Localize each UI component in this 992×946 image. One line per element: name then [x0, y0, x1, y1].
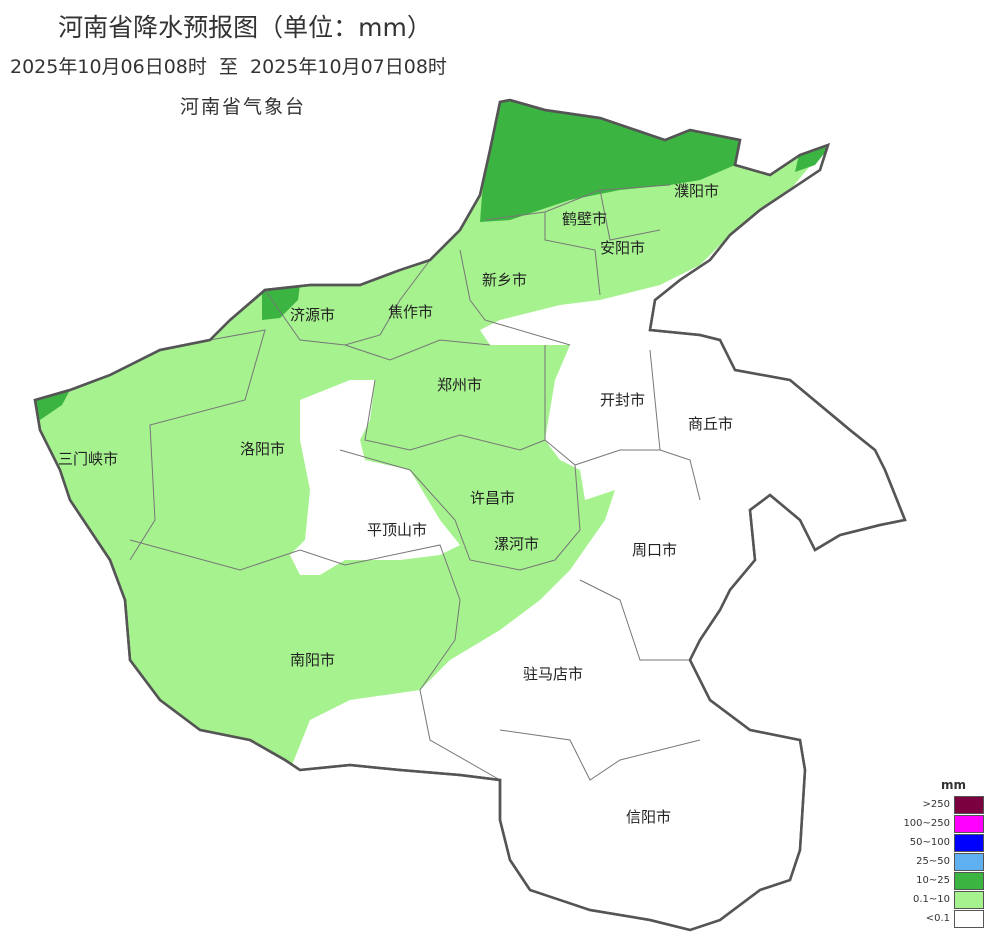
organization: 河南省气象台: [180, 96, 307, 118]
legend-item: 50~100: [884, 833, 984, 852]
city-label: 漯河市: [494, 535, 539, 553]
city-boundaries: [129, 184, 701, 781]
legend-item: >250: [884, 795, 984, 814]
city-label: 濮阳市: [674, 182, 719, 200]
city-label: 三门峡市: [58, 450, 118, 468]
legend-swatch: [954, 833, 984, 852]
legend-swatch: [954, 814, 984, 833]
map-title: 河南省降水预报图（单位：mm）: [58, 13, 432, 42]
legend-swatch: [954, 871, 984, 890]
legend-item: 25~50: [884, 852, 984, 871]
city-label: 鹤壁市: [562, 210, 607, 228]
legend: mm >250 100~250 50~100 25~50 10~25 0.1~10 <0.1: [884, 778, 984, 928]
legend-item: 100~250: [884, 814, 984, 833]
city-label: 郑州市: [437, 376, 482, 394]
legend-item: 10~25: [884, 871, 984, 890]
city-labels: 济源市 焦作市 新乡市 鹤壁市 安阳市 濮阳市 三门峡市 洛阳市 郑州市 开封市…: [58, 182, 733, 826]
city-label: 济源市: [290, 306, 335, 324]
province-outline: [33, 98, 907, 932]
legend-swatch: [954, 909, 984, 928]
area-10-25-east: [795, 140, 835, 172]
legend-swatch: [954, 890, 984, 909]
legend-label: >250: [922, 799, 950, 810]
legend-label: 10~25: [916, 875, 950, 886]
legend-label: 0.1~10: [912, 894, 950, 905]
legend-label: <0.1: [925, 913, 950, 924]
city-label: 安阳市: [600, 239, 645, 257]
area-10-25-jiyuan: [262, 285, 300, 320]
city-label: 洛阳市: [240, 440, 285, 458]
legend-item: 0.1~10: [884, 890, 984, 909]
legend-item: <0.1: [884, 909, 984, 928]
legend-label: 25~50: [916, 856, 950, 867]
city-label: 平顶山市: [367, 521, 427, 539]
legend-label: 100~250: [903, 818, 950, 829]
city-label: 许昌市: [470, 489, 515, 507]
city-label: 开封市: [600, 391, 645, 409]
area-10-25-north: [480, 100, 745, 222]
legend-swatch: [954, 795, 984, 814]
city-label: 周口市: [632, 541, 677, 559]
city-label: 南阳市: [290, 651, 335, 669]
city-label: 驻马店市: [523, 665, 583, 683]
legend-label: 50~100: [909, 837, 950, 848]
city-label: 信阳市: [626, 808, 671, 826]
city-label: 新乡市: [482, 271, 527, 289]
time-range: 2025年10月06日08时 至 2025年10月07日08时: [10, 56, 447, 78]
legend-unit: mm: [940, 778, 966, 792]
legend-swatch: [954, 852, 984, 871]
area-dry-patch: [290, 380, 460, 575]
city-label: 焦作市: [388, 303, 433, 321]
city-label: 商丘市: [688, 415, 733, 433]
